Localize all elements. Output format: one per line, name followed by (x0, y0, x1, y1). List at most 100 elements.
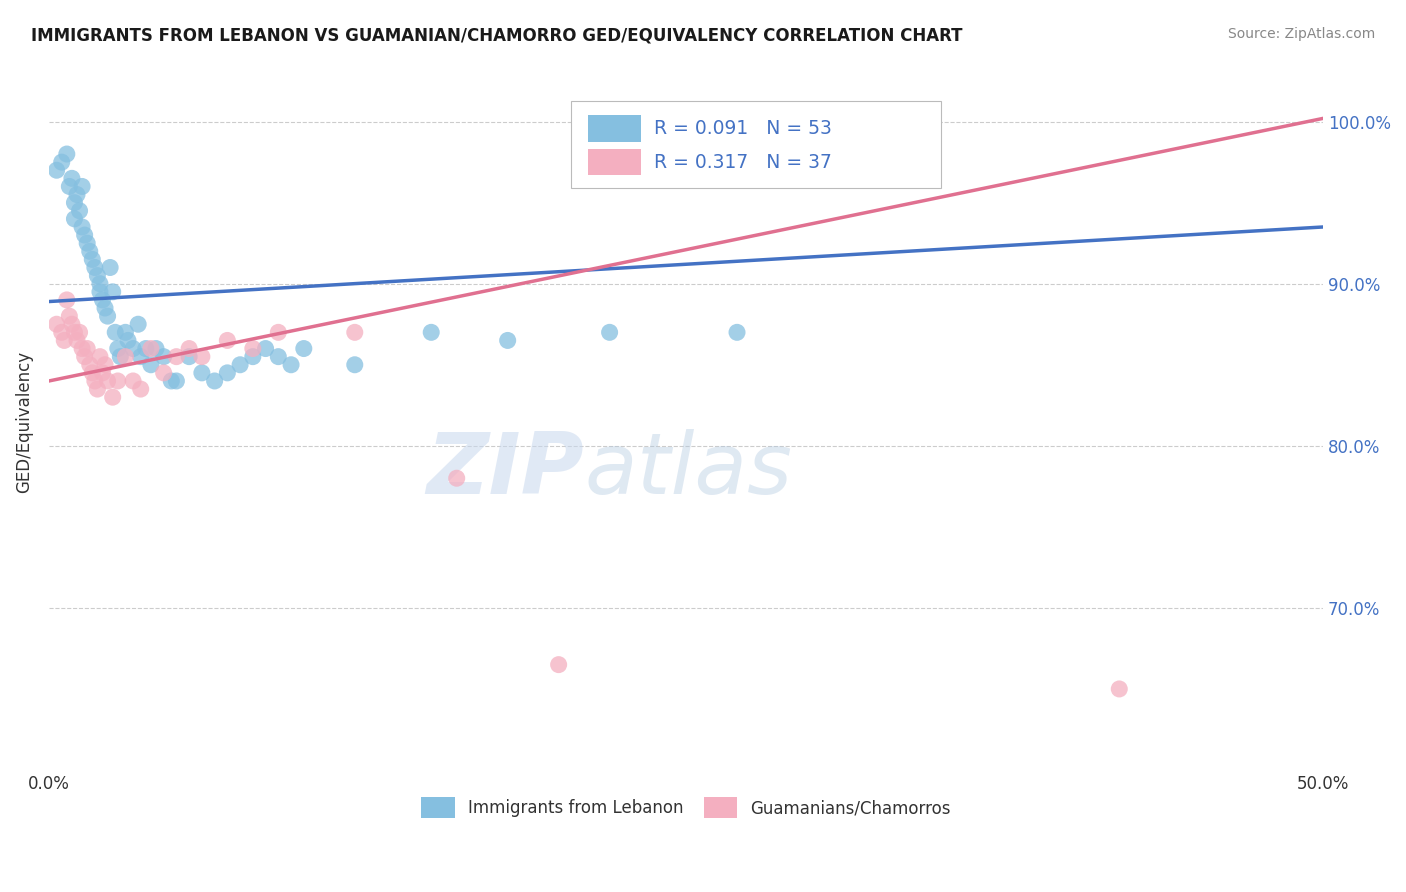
Point (60, 317, 83, 331)
Point (104, 326, 127, 340)
Point (66, 334, 89, 348)
Point (83, 260, 105, 275)
FancyBboxPatch shape (571, 101, 941, 188)
Point (76, 236, 98, 251)
Point (101, 285, 124, 299)
Point (89, 285, 111, 299)
Point (179, 350, 201, 364)
Y-axis label: GED/Equivalency: GED/Equivalency (15, 351, 32, 492)
Point (165, 350, 187, 364)
Point (66, 187, 89, 202)
Point (82, 252, 104, 267)
Point (91, 293, 114, 307)
Point (107, 374, 129, 388)
Point (1108, 681, 1130, 696)
Text: R = 0.317   N = 37: R = 0.317 N = 37 (654, 153, 832, 171)
Point (82, 366, 104, 380)
Point (204, 374, 226, 388)
Point (280, 358, 302, 372)
Point (343, 358, 366, 372)
Point (127, 317, 149, 331)
Point (94, 358, 117, 372)
Point (292, 342, 315, 356)
Point (91, 366, 114, 380)
Point (97, 374, 120, 388)
Point (70, 342, 93, 356)
Point (101, 390, 124, 404)
Point (152, 350, 174, 364)
Point (110, 350, 132, 364)
Point (129, 382, 152, 396)
Point (107, 342, 129, 356)
Point (145, 342, 167, 356)
Text: IMMIGRANTS FROM LEBANON VS GUAMANIAN/CHAMORRO GED/EQUIVALENCY CORRELATION CHART: IMMIGRANTS FROM LEBANON VS GUAMANIAN/CHA… (31, 27, 963, 45)
Point (547, 657, 569, 672)
Point (242, 350, 264, 364)
Point (79, 358, 101, 372)
Point (73, 228, 96, 243)
Point (139, 358, 162, 372)
Legend: Immigrants from Lebanon, Guamanians/Chamorros: Immigrants from Lebanon, Guamanians/Cham… (415, 790, 957, 824)
Point (70, 219, 93, 234)
Point (191, 366, 214, 380)
Point (89, 350, 111, 364)
Point (217, 366, 239, 380)
Point (242, 342, 264, 356)
Point (51, 326, 73, 340)
Point (56, 293, 79, 307)
Point (122, 342, 145, 356)
Point (76, 342, 98, 356)
Point (73, 350, 96, 364)
Point (446, 471, 468, 485)
Text: atlas: atlas (583, 429, 792, 512)
Point (114, 350, 136, 364)
Point (179, 342, 201, 356)
Point (58, 179, 80, 194)
Point (114, 326, 136, 340)
Point (599, 326, 621, 340)
Point (496, 334, 519, 348)
Point (139, 342, 162, 356)
Point (51, 155, 73, 169)
Point (86, 382, 108, 396)
Text: Source: ZipAtlas.com: Source: ZipAtlas.com (1227, 27, 1375, 41)
Point (94, 301, 117, 315)
Point (70, 179, 93, 194)
Point (45, 317, 67, 331)
Point (217, 334, 239, 348)
Point (56, 147, 79, 161)
Point (420, 326, 443, 340)
Point (343, 326, 366, 340)
Point (83, 374, 105, 388)
Point (97, 309, 120, 323)
FancyBboxPatch shape (588, 115, 641, 142)
Point (89, 277, 111, 291)
Point (725, 326, 748, 340)
Point (267, 350, 290, 364)
Point (60, 171, 83, 186)
Point (63, 195, 86, 210)
FancyBboxPatch shape (588, 149, 641, 176)
Point (63, 326, 86, 340)
Point (254, 342, 277, 356)
Point (63, 211, 86, 226)
Point (117, 334, 139, 348)
Text: ZIP: ZIP (426, 429, 583, 512)
Point (122, 374, 145, 388)
Point (98, 260, 121, 275)
Point (152, 366, 174, 380)
Point (79, 244, 101, 259)
Text: R = 0.091   N = 53: R = 0.091 N = 53 (654, 119, 832, 138)
Point (267, 326, 290, 340)
Point (58, 309, 80, 323)
Point (135, 342, 157, 356)
Point (45, 163, 67, 178)
Point (165, 374, 187, 388)
Point (129, 350, 152, 364)
Point (191, 350, 214, 364)
Point (160, 374, 183, 388)
Point (69, 326, 91, 340)
Point (86, 268, 108, 283)
Point (53, 334, 76, 348)
Point (229, 358, 252, 372)
